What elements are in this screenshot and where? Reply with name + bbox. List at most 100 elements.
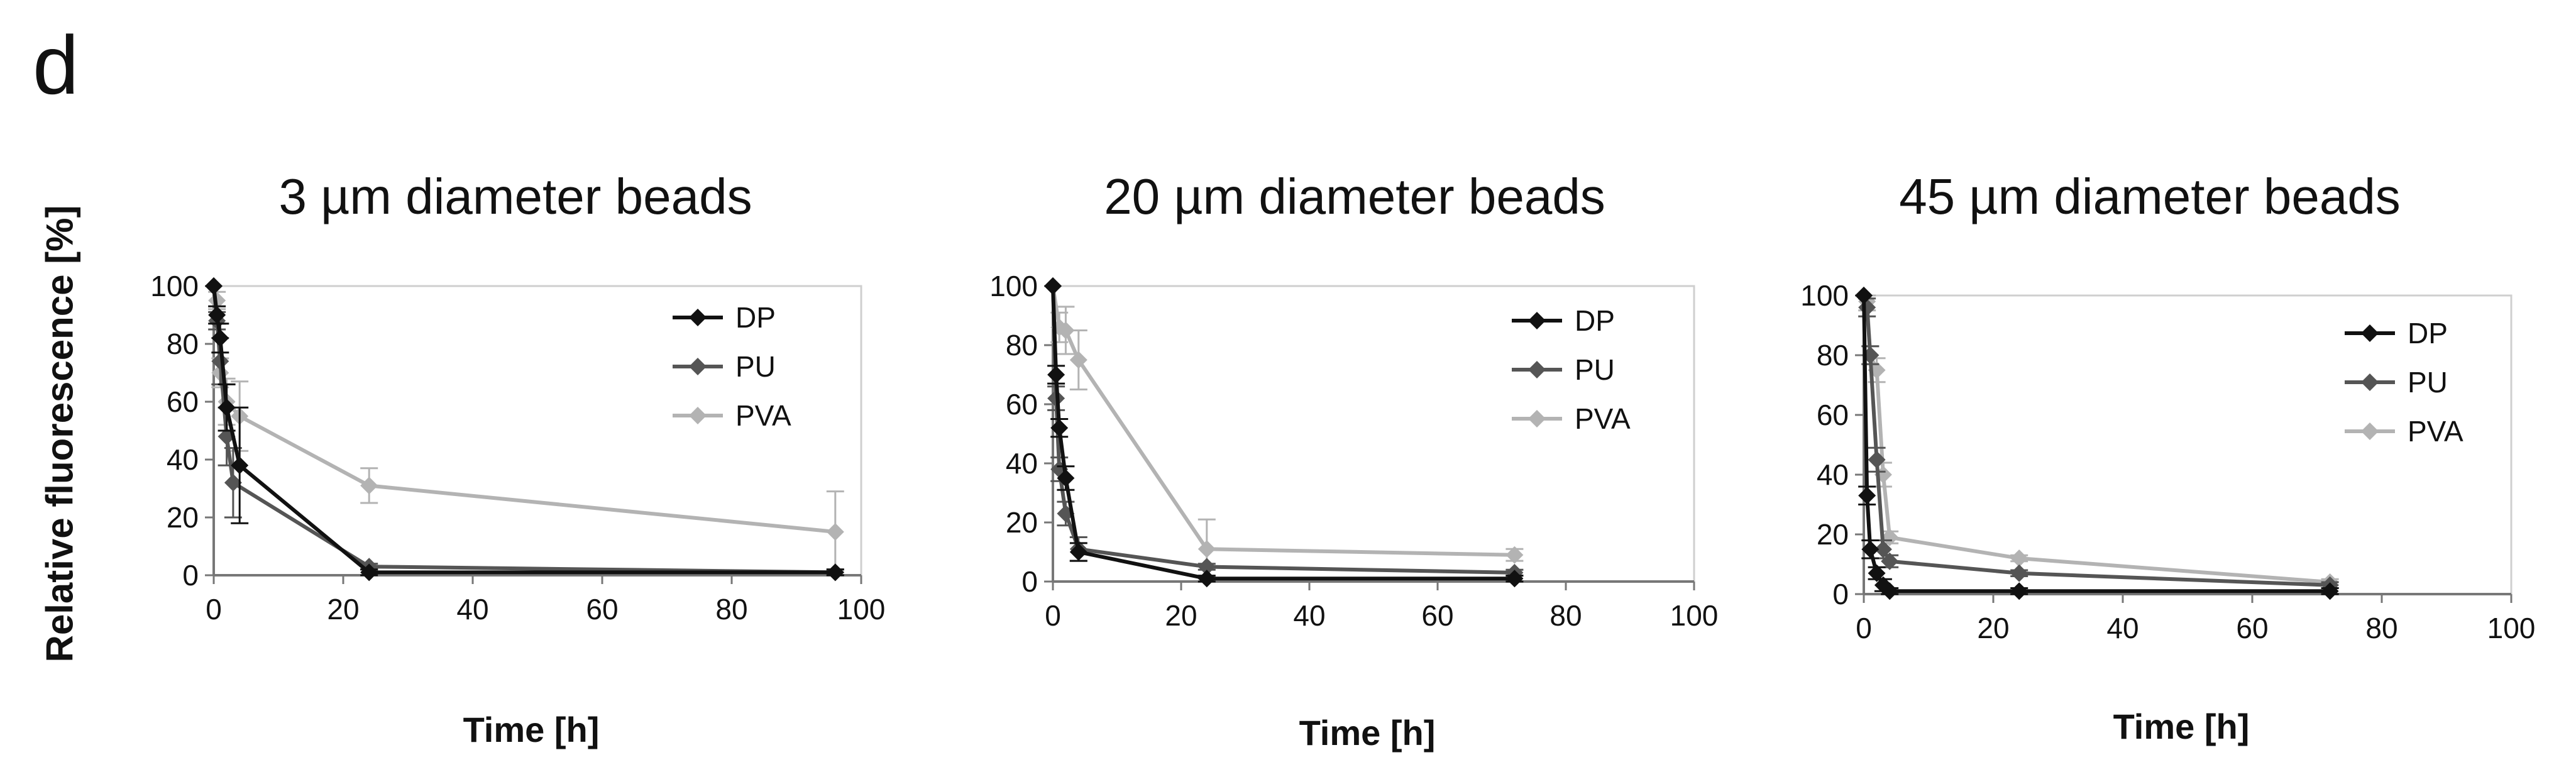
data-point [1044, 277, 1062, 295]
series-dp [1855, 287, 2339, 600]
x-axis-label: Time [h] [463, 710, 600, 749]
y-tick-label: 40 [167, 443, 199, 476]
y-tick-label: 100 [1800, 279, 1849, 312]
data-point [1069, 543, 1087, 561]
y-tick-label: 20 [1817, 518, 1849, 551]
legend: DP PU PVA [1512, 304, 1631, 435]
legend: DP PU PVA [673, 301, 791, 432]
x-tick-label: 20 [1165, 599, 1197, 632]
data-point [1197, 570, 1216, 588]
data-point [1855, 287, 1873, 304]
data-point [1057, 321, 1075, 339]
chart-title: 20 µm diameter beads [1104, 168, 1605, 224]
y-tick-label: 80 [1006, 329, 1038, 361]
series-line [1051, 285, 1515, 581]
data-point [360, 477, 378, 495]
data-point [1057, 469, 1075, 487]
legend-marker [2361, 373, 2379, 391]
legend-label: PU [2408, 366, 2448, 399]
legend-label: DP [1575, 304, 1615, 337]
y-tick-label: 60 [1006, 388, 1038, 421]
series-line [1051, 285, 1515, 575]
legend: DP PU PVA [2345, 317, 2463, 448]
legend-label: PVA [735, 399, 791, 432]
x-tick-label: 0 [1856, 612, 1872, 644]
series-dp [1044, 277, 1524, 588]
data-point [208, 306, 226, 324]
series-line [1862, 294, 2330, 584]
series-dp [205, 277, 844, 582]
data-point [1881, 582, 1899, 600]
x-tick-label: 100 [2487, 612, 2536, 644]
y-tick-label: 40 [1817, 458, 1849, 491]
x-tick-label: 40 [2106, 612, 2138, 644]
data-point [1197, 558, 1216, 576]
data-point [826, 563, 844, 582]
legend-marker [1528, 410, 1546, 428]
chart-panel-1: 3 µm diameter beads 0 20 40 60 80 100 0 20 40 60 80… [150, 168, 885, 749]
data-point [1868, 564, 1886, 582]
y-tick-label: 80 [167, 328, 199, 360]
legend-marker [689, 407, 707, 424]
x-tick-label: 20 [1977, 612, 2009, 644]
data-point [2010, 549, 2028, 567]
x-tick-label: 80 [715, 593, 747, 626]
legend-marker [2361, 324, 2379, 342]
data-point [231, 456, 249, 475]
legend-marker [689, 358, 707, 375]
data-point [224, 473, 242, 492]
data-point [2010, 582, 2028, 600]
legend-label: PU [735, 350, 776, 383]
data-point [1047, 366, 1065, 384]
data-point [1881, 552, 1899, 570]
chart-panel-2: 20 µm diameter beads 0 20 40 60 80 100 0 20 40 60 8… [989, 168, 1718, 753]
x-tick-label: 0 [206, 593, 222, 626]
data-point [2010, 564, 2028, 582]
x-tick-label: 60 [2236, 612, 2268, 644]
x-axis-label: Time [h] [2113, 707, 2250, 746]
series-pu [1855, 287, 2339, 594]
data-point [205, 277, 223, 295]
chart-panel-3: 45 µm diameter beads 0 20 40 60 80 100 0 20 40 60 8… [1800, 168, 2535, 746]
y-tick-label: 20 [1006, 506, 1038, 539]
series-pva [1855, 287, 2339, 591]
data-point [1868, 451, 1886, 469]
x-tick-label: 40 [1293, 599, 1325, 632]
x-axis-label: Time [h] [1299, 713, 1436, 753]
data-point [1050, 419, 1069, 437]
data-point [360, 563, 378, 582]
data-point [1069, 351, 1087, 369]
data-point [1858, 487, 1876, 505]
y-tick-label: 0 [182, 559, 199, 592]
legend-label: PU [1575, 353, 1615, 386]
data-point [1505, 570, 1524, 588]
data-point [211, 329, 229, 347]
x-tick-label: 40 [456, 593, 488, 626]
legend-label: PVA [1575, 402, 1631, 435]
x-tick-label: 100 [1670, 599, 1719, 632]
y-tick-label: 40 [1006, 447, 1038, 480]
data-point [1874, 540, 1892, 558]
data-point [1505, 546, 1524, 564]
x-tick-label: 0 [1045, 599, 1061, 632]
x-tick-label: 60 [586, 593, 618, 626]
y-tick-label: 60 [1817, 399, 1849, 431]
data-point [1861, 540, 1880, 558]
y-tick-label: 60 [167, 385, 199, 418]
data-point [1881, 528, 1899, 546]
legend-label: DP [735, 301, 776, 334]
data-point [217, 399, 236, 417]
data-point [1197, 540, 1216, 558]
y-tick-label: 0 [1021, 565, 1038, 598]
x-tick-label: 60 [1421, 599, 1453, 632]
series-pva [1044, 277, 1524, 580]
data-point [826, 523, 844, 541]
y-tick-label: 100 [150, 270, 199, 302]
legend-marker [1528, 361, 1546, 378]
x-tick-label: 20 [327, 593, 359, 626]
legend-label: PVA [2408, 415, 2463, 448]
chart-title: 3 µm diameter beads [278, 168, 752, 224]
y-tick-label: 0 [1832, 578, 1849, 610]
y-tick-label: 80 [1817, 339, 1849, 372]
